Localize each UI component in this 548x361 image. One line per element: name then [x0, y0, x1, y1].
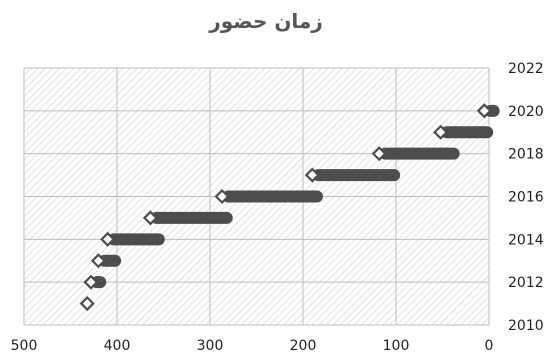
marker-2015	[142, 210, 159, 226]
x-tick-label: 200	[290, 338, 317, 354]
marker-2012	[83, 274, 99, 290]
marker-2020	[476, 103, 492, 119]
x-tick-label: 300	[197, 338, 224, 354]
x-tick-label: 100	[383, 338, 410, 354]
bar-2019	[440, 126, 494, 139]
marker-2014	[100, 231, 116, 247]
x-tick-label: 0	[485, 338, 494, 354]
x-axis-tick-labels: 500 400 300 200 100 0	[11, 338, 494, 354]
bars-group	[79, 103, 500, 312]
y-axis-tick-labels: 2022 2020 2018 2016 2014 2012 2010	[508, 61, 544, 334]
bar-2015	[150, 211, 233, 224]
chart-title: زمان حضور	[208, 9, 323, 33]
marker-2019	[433, 124, 449, 140]
marker-2011	[79, 296, 95, 312]
bar-2014	[107, 233, 165, 246]
x-tick-label: 400	[104, 338, 131, 354]
y-tick-label: 2018	[508, 147, 544, 163]
marker-2013	[90, 253, 106, 269]
bar-2018	[379, 147, 460, 160]
y-tick-label: 2010	[508, 318, 544, 334]
bar-2017	[312, 169, 401, 182]
bar-2013	[98, 254, 122, 267]
marker-2017	[304, 167, 320, 183]
y-tick-label: 2020	[508, 104, 544, 120]
marker-2018	[371, 146, 387, 162]
y-tick-label: 2022	[508, 61, 544, 77]
marker-2016	[214, 188, 230, 205]
y-tick-label: 2012	[508, 275, 544, 291]
bar-2016	[222, 190, 323, 203]
y-tick-label: 2014	[508, 232, 544, 248]
x-tick-label: 500	[11, 338, 38, 354]
y-tick-label: 2016	[508, 190, 544, 206]
